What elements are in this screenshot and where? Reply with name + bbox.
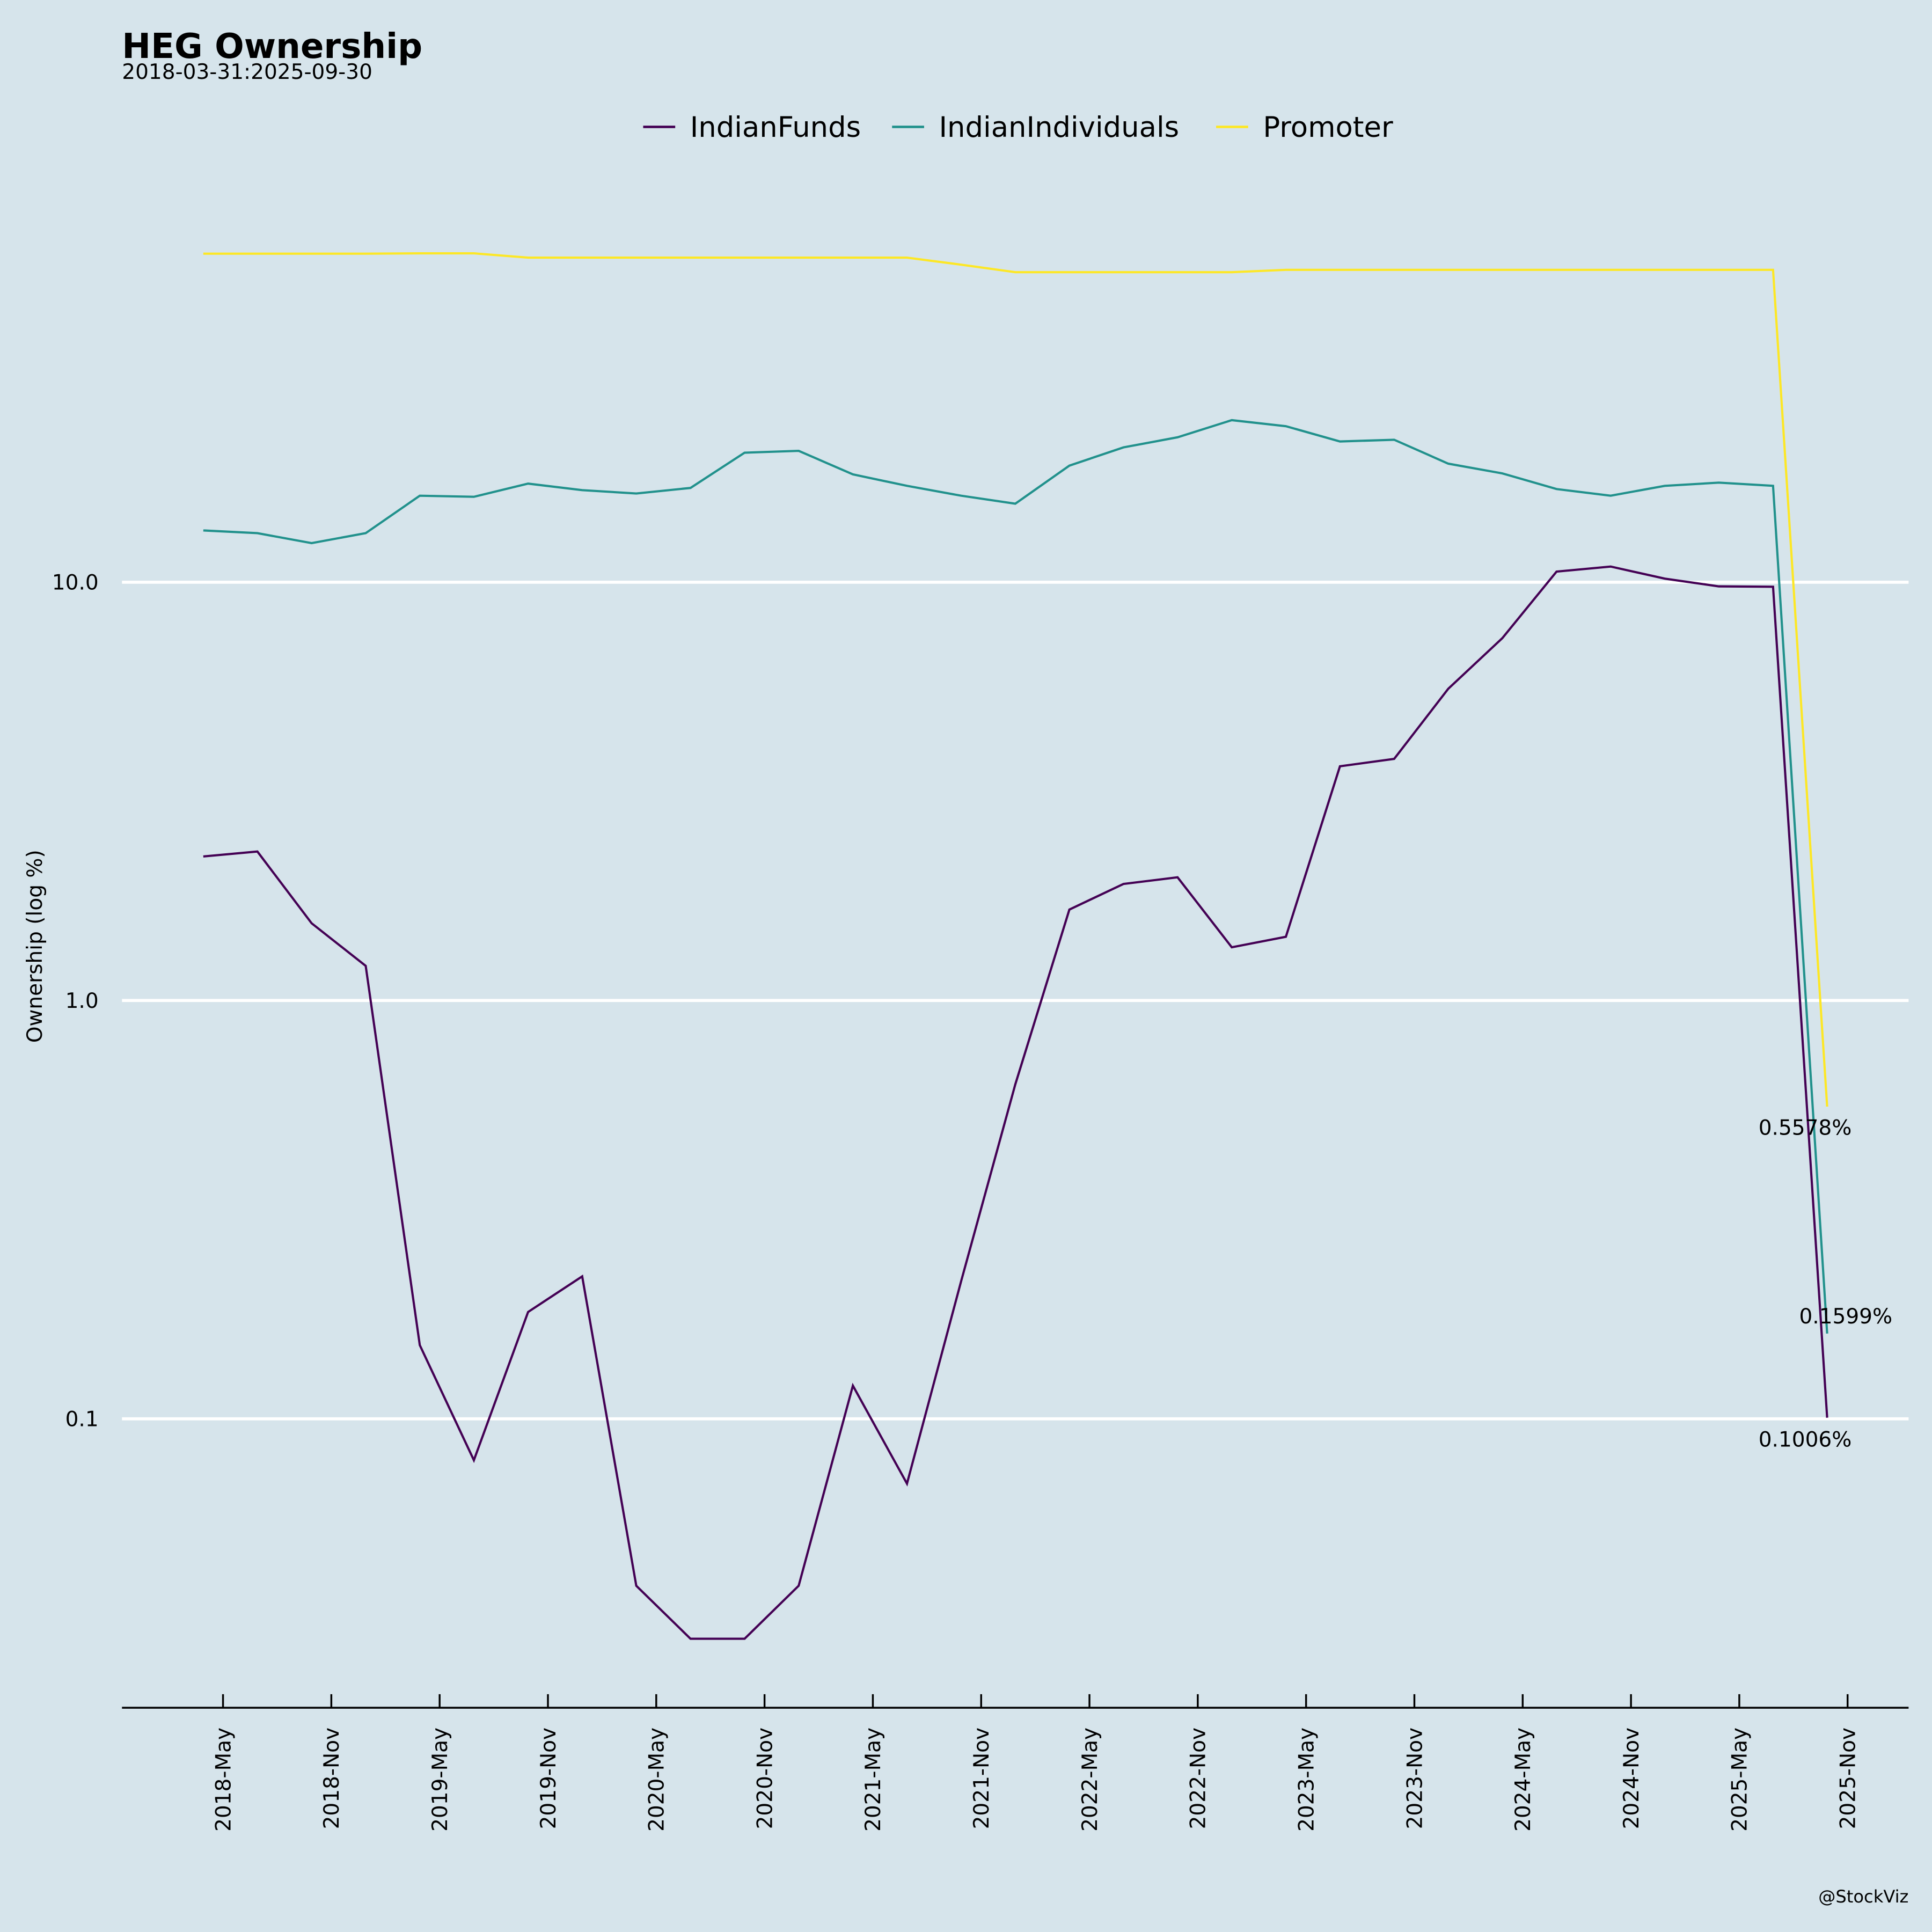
end-label: 0.5578% xyxy=(1759,1116,1852,1140)
series-line-IndianFunds xyxy=(203,565,1828,1640)
x-tick-label: 2020-Nov xyxy=(753,1728,777,1829)
legend-label: IndianIndividuals xyxy=(939,111,1179,144)
x-axis: 2018-May 2018-Nov 2019-May 2019-Nov 2020-May… xyxy=(211,1694,1861,1832)
y-axis: 0.1 1.0 10.0 xyxy=(52,571,99,1432)
x-tick-label: 2019-May xyxy=(428,1728,452,1832)
x-tick-label: 2022-May xyxy=(1078,1728,1102,1832)
x-tick-label: 2022-Nov xyxy=(1187,1728,1211,1829)
y-tick-label: 0.1 xyxy=(65,1408,99,1432)
x-tick-label: 2021-May xyxy=(861,1728,885,1832)
chart-subtitle: 2018-03-31:2025-09-30 xyxy=(122,60,372,84)
y-axis-label: Ownership (log %) xyxy=(23,850,47,1043)
x-tick-label: 2024-May xyxy=(1511,1728,1535,1832)
legend-label: IndianFunds xyxy=(690,111,861,144)
x-tick-label: 2021-Nov xyxy=(970,1728,994,1829)
series-line-Promoter xyxy=(203,252,1828,1107)
x-tick-label: 2023-Nov xyxy=(1403,1728,1427,1829)
legend: IndianFunds IndianIndividuals Promoter xyxy=(643,111,1393,144)
x-tick-label: 2025-May xyxy=(1728,1728,1752,1832)
x-tick-label: 2020-May xyxy=(645,1728,669,1832)
x-tick-label: 2018-Nov xyxy=(320,1728,344,1829)
series-line-IndianIndividuals xyxy=(203,419,1828,1334)
end-label: 0.1599% xyxy=(1799,1305,1892,1329)
x-tick-label: 2024-Nov xyxy=(1620,1728,1644,1829)
series-lines xyxy=(203,252,1828,1640)
y-tick-label: 10.0 xyxy=(52,571,99,595)
x-tick-label: 2018-May xyxy=(211,1728,236,1832)
end-label: 0.1006% xyxy=(1759,1428,1852,1452)
x-tick-label: 2023-May xyxy=(1294,1728,1319,1832)
x-tick-label: 2025-Nov xyxy=(1836,1728,1861,1829)
x-tick-label: 2019-Nov xyxy=(537,1728,561,1829)
watermark: @StockViz xyxy=(1818,1886,1908,1907)
chart-title: HEG Ownership xyxy=(122,26,422,67)
y-tick-label: 1.0 xyxy=(65,989,99,1013)
legend-label: Promoter xyxy=(1263,111,1393,144)
end-labels: 0.1006% 0.1599% 0.5578% xyxy=(1759,1116,1892,1452)
gridlines xyxy=(122,580,1909,1421)
